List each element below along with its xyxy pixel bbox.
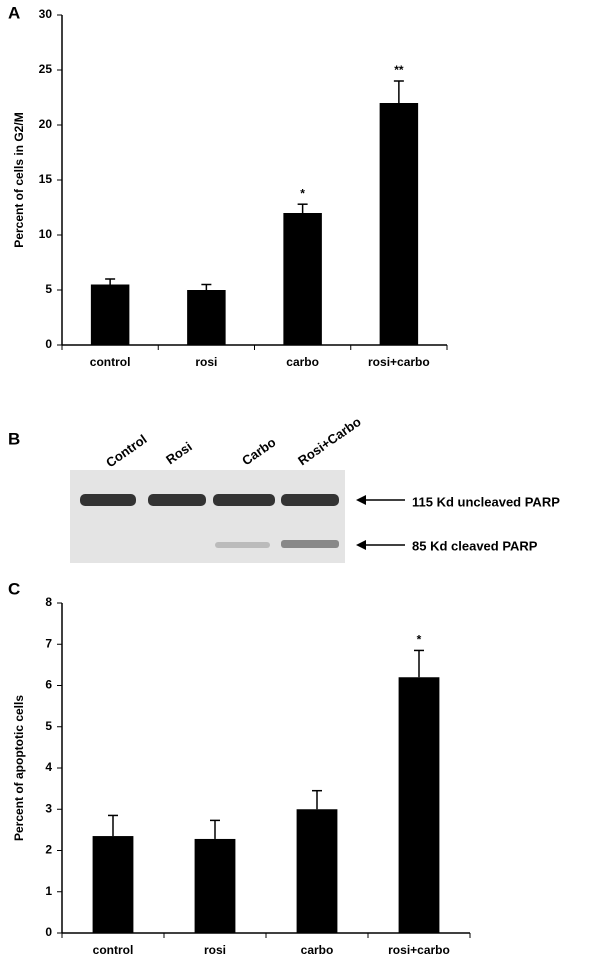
lane-label: Control — [103, 431, 149, 470]
panel-label: B — [8, 429, 20, 448]
y-axis-label: Percent of apoptotic cells — [12, 695, 26, 841]
x-tick-label: rosi+carbo — [368, 355, 430, 369]
y-tick-label: 10 — [39, 227, 53, 241]
x-tick-label: control — [93, 943, 134, 957]
band — [213, 494, 275, 506]
band — [281, 494, 339, 506]
y-tick-label: 4 — [45, 760, 52, 774]
x-tick-label: rosi — [204, 943, 226, 957]
significance-label: * — [300, 186, 305, 200]
bar — [194, 838, 236, 933]
bar — [296, 809, 338, 933]
lane-label: Rosi+Carbo — [295, 414, 364, 468]
y-tick-label: 8 — [45, 595, 52, 609]
band — [148, 494, 206, 506]
bar — [90, 284, 130, 345]
x-tick-label: rosi — [195, 355, 217, 369]
lane-label: Carbo — [239, 434, 278, 468]
band — [281, 540, 339, 548]
y-tick-label: 20 — [39, 117, 53, 131]
x-tick-label: rosi+carbo — [388, 943, 450, 957]
y-tick-label: 5 — [45, 282, 52, 296]
bar — [92, 836, 134, 933]
y-tick-label: 30 — [39, 7, 53, 21]
panel-label: C — [8, 579, 20, 598]
bar — [398, 677, 440, 933]
bar — [283, 213, 322, 345]
x-tick-label: carbo — [301, 943, 334, 957]
y-tick-label: 2 — [45, 843, 52, 857]
lane-label: Rosi — [163, 439, 195, 467]
y-tick-label: 6 — [45, 678, 52, 692]
y-tick-label: 0 — [45, 925, 52, 939]
bar — [379, 103, 419, 345]
y-tick-label: 25 — [39, 62, 53, 76]
band — [215, 542, 270, 548]
panel-label: A — [8, 3, 20, 22]
band-label: 115 Kd uncleaved PARP — [412, 494, 560, 509]
significance-label: ** — [394, 63, 404, 77]
x-tick-label: control — [90, 355, 131, 369]
arrow-head — [356, 540, 366, 550]
blot: Control Rosi Carbo Rosi+Carbo 115 Kd unc… — [70, 414, 560, 563]
band-label: 85 Kd cleaved PARP — [412, 538, 538, 553]
y-axis-label: Percent of cells in G2/M — [12, 112, 26, 247]
y-tick-label: 15 — [39, 172, 53, 186]
arrow-head — [356, 495, 366, 505]
bar — [187, 290, 226, 345]
y-tick-label: 0 — [45, 337, 52, 351]
x-tick-label: carbo — [286, 355, 319, 369]
y-tick-label: 1 — [45, 884, 52, 898]
y-tick-label: 5 — [45, 719, 52, 733]
blot-membrane — [70, 470, 345, 563]
band — [80, 494, 136, 506]
y-tick-label: 7 — [45, 636, 52, 650]
significance-label: * — [417, 633, 422, 647]
y-tick-label: 3 — [45, 801, 52, 815]
